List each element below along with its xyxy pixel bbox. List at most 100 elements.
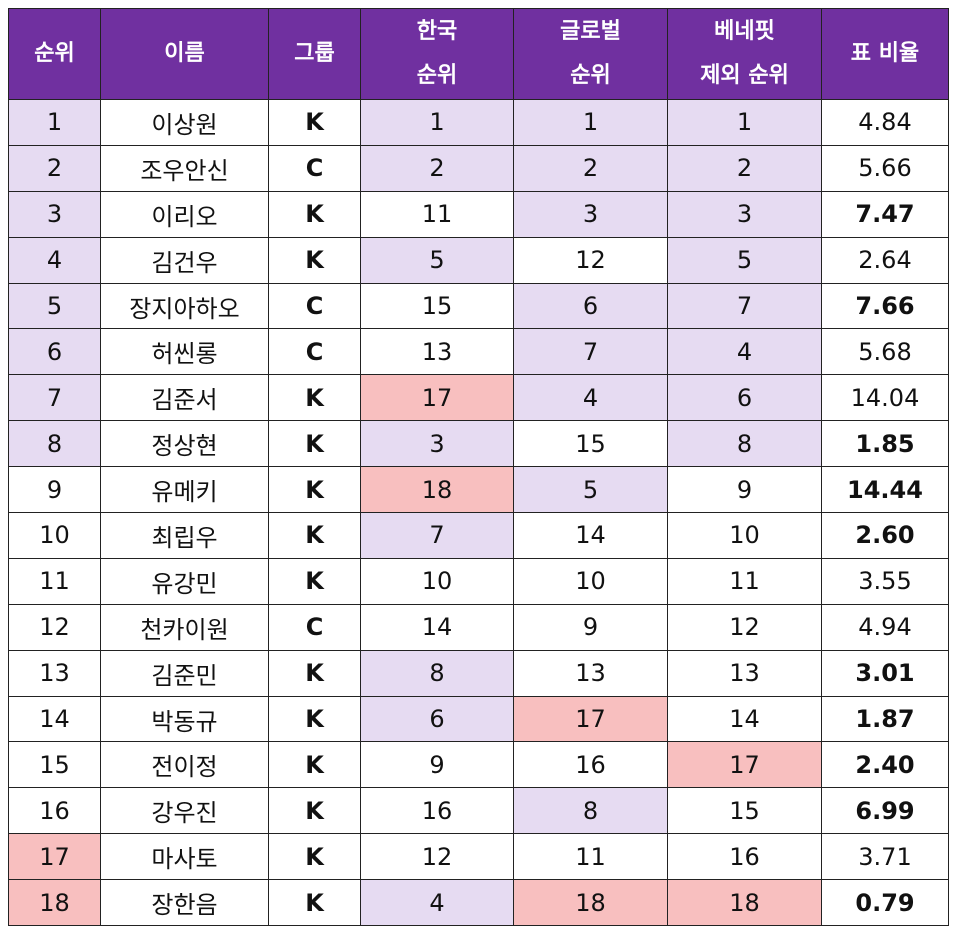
table-row: 4 김건우 K 5 12 5 2.64: [8, 236, 949, 284]
korea-rank-cell: 18: [360, 466, 514, 514]
table-row: 18 장한음 K 4 18 18 0.79: [8, 879, 949, 927]
group-cell: C: [268, 603, 361, 651]
ranking-table: 순위 이름 그룹 한국 순위 글로벌 순위 베네핏 제외 순위 표 비율 1 이상원 K 1…: [8, 8, 949, 927]
korea-rank-cell: 11: [360, 190, 514, 238]
rank-cell: 10: [8, 512, 101, 559]
rank-cell: 7: [8, 374, 101, 422]
vote-ratio-cell: 6.99: [821, 787, 949, 835]
group-cell: K: [268, 420, 361, 468]
vote-ratio-cell: 7.47: [821, 190, 949, 238]
header-rank: 순위: [8, 8, 101, 100]
group-cell: K: [268, 695, 361, 743]
vote-ratio-cell: 1.85: [821, 420, 949, 468]
rank-cell: 1: [8, 99, 101, 146]
group-cell: K: [268, 741, 361, 789]
rank-cell: 11: [8, 557, 101, 605]
korea-rank-cell: 8: [360, 649, 514, 697]
group-cell: K: [268, 557, 361, 605]
header-vote-ratio: 표 비율: [821, 8, 949, 100]
name-cell: 장지아하오: [100, 282, 269, 330]
group-cell: K: [268, 879, 361, 927]
header-group: 그룹: [268, 8, 361, 100]
global-rank-cell: 16: [513, 741, 668, 789]
vote-ratio-cell: 3.55: [821, 557, 949, 605]
header-excl-benefit-rank: 베네핏 제외 순위: [667, 8, 822, 100]
name-cell: 이상원: [100, 99, 269, 146]
table-row: 11 유강민 K 10 10 11 3.55: [8, 557, 949, 605]
name-cell: 장한음: [100, 879, 269, 927]
global-rank-cell: 18: [513, 879, 668, 927]
group-cell: K: [268, 787, 361, 835]
global-rank-cell: 10: [513, 557, 668, 605]
vote-ratio-cell: 2.64: [821, 236, 949, 284]
rank-cell: 18: [8, 879, 101, 927]
vote-ratio-cell: 3.71: [821, 833, 949, 881]
rank-cell: 8: [8, 420, 101, 468]
vote-ratio-cell: 1.87: [821, 695, 949, 743]
table-row: 5 장지아하오 C 15 6 7 7.66: [8, 282, 949, 330]
name-cell: 박동규: [100, 695, 269, 743]
group-cell: K: [268, 649, 361, 697]
name-cell: 전이정: [100, 741, 269, 789]
name-cell: 정상현: [100, 420, 269, 468]
name-cell: 유메키: [100, 466, 269, 514]
table-row: 15 전이정 K 9 16 17 2.40: [8, 741, 949, 789]
rank-cell: 14: [8, 695, 101, 743]
global-rank-cell: 9: [513, 603, 668, 651]
excl-benefit-rank-cell: 12: [667, 603, 822, 651]
name-cell: 강우진: [100, 787, 269, 835]
rank-cell: 2: [8, 144, 101, 192]
global-rank-cell: 2: [513, 144, 668, 192]
header-global-rank: 글로벌 순위: [513, 8, 668, 100]
excl-benefit-rank-cell: 17: [667, 741, 822, 789]
vote-ratio-cell: 14.44: [821, 466, 949, 514]
global-rank-cell: 14: [513, 512, 668, 559]
table-row: 2 조우안신 C 2 2 2 5.66: [8, 144, 949, 192]
name-cell: 유강민: [100, 557, 269, 605]
global-rank-cell: 6: [513, 282, 668, 330]
group-cell: K: [268, 466, 361, 514]
rank-cell: 16: [8, 787, 101, 835]
group-cell: K: [268, 99, 361, 146]
name-cell: 김건우: [100, 236, 269, 284]
table-row: 8 정상현 K 3 15 8 1.85: [8, 420, 949, 468]
header-rank-label: 순위: [34, 41, 75, 66]
excl-benefit-rank-cell: 10: [667, 512, 822, 559]
rank-cell: 3: [8, 190, 101, 238]
korea-rank-cell: 13: [360, 328, 514, 376]
header-row: 순위 이름 그룹 한국 순위 글로벌 순위 베네핏 제외 순위 표 비율: [8, 8, 949, 100]
header-korea-rank-line2: 순위: [416, 63, 458, 88]
vote-ratio-cell: 7.66: [821, 282, 949, 330]
korea-rank-cell: 17: [360, 374, 514, 422]
group-cell: K: [268, 512, 361, 559]
excl-benefit-rank-cell: 15: [667, 787, 822, 835]
header-global-rank-line2: 순위: [570, 63, 611, 88]
table-row: 9 유메키 K 18 5 9 14.44: [8, 466, 949, 514]
vote-ratio-cell: 0.79: [821, 879, 949, 927]
global-rank-cell: 13: [513, 649, 668, 697]
table-row: 6 허씬롱 C 13 7 4 5.68: [8, 328, 949, 376]
group-cell: C: [268, 282, 361, 330]
global-rank-cell: 3: [513, 190, 668, 238]
global-rank-cell: 5: [513, 466, 668, 514]
header-vote-ratio-label: 표 비율: [850, 41, 920, 66]
table-row: 1 이상원 K 1 1 1 4.84: [8, 99, 949, 146]
korea-rank-cell: 6: [360, 695, 514, 743]
group-cell: C: [268, 328, 361, 376]
global-rank-cell: 11: [513, 833, 668, 881]
korea-rank-cell: 14: [360, 603, 514, 651]
header-name: 이름: [100, 8, 269, 100]
global-rank-cell: 15: [513, 420, 668, 468]
korea-rank-cell: 2: [360, 144, 514, 192]
rank-cell: 15: [8, 741, 101, 789]
rank-cell: 4: [8, 236, 101, 284]
excl-benefit-rank-cell: 16: [667, 833, 822, 881]
group-cell: K: [268, 236, 361, 284]
name-cell: 마사토: [100, 833, 269, 881]
korea-rank-cell: 3: [360, 420, 514, 468]
global-rank-cell: 12: [513, 236, 668, 284]
korea-rank-cell: 9: [360, 741, 514, 789]
global-rank-cell: 1: [513, 99, 668, 146]
vote-ratio-cell: 2.40: [821, 741, 949, 789]
excl-benefit-rank-cell: 11: [667, 557, 822, 605]
